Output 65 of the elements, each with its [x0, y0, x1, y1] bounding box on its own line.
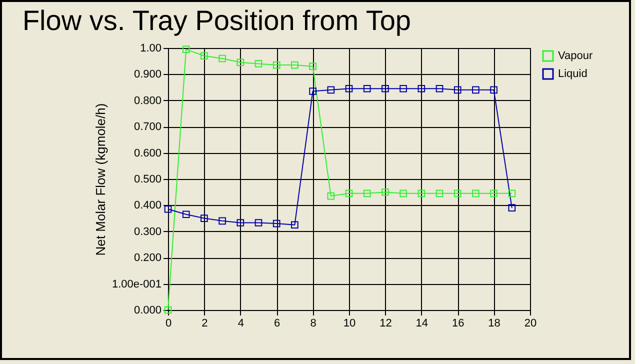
point: [436, 190, 444, 198]
point: [291, 61, 298, 69]
x-tick-label: 12: [380, 318, 392, 330]
point: [400, 84, 407, 92]
point: [309, 62, 316, 70]
point: [418, 190, 426, 198]
point: [508, 204, 516, 212]
y-tick-label: 0.600: [134, 147, 162, 160]
x-tick-label: 0: [165, 318, 172, 330]
point: [436, 84, 444, 92]
point: [200, 214, 208, 222]
x-tick-label: 2: [202, 318, 208, 330]
point: [363, 84, 371, 92]
point: [472, 190, 480, 198]
point: [490, 190, 498, 198]
x-tick-label: 16: [452, 318, 464, 330]
point: [309, 88, 316, 95]
x-tick-label: 14: [416, 318, 428, 330]
point: [363, 190, 371, 198]
point: [327, 86, 335, 94]
point: [218, 54, 226, 62]
point: [200, 52, 208, 60]
point: [382, 188, 389, 196]
y-tick-label: 0.200: [134, 252, 162, 264]
point: [291, 221, 298, 229]
point: [327, 192, 335, 200]
x-tick-label: 20: [524, 318, 537, 330]
y-tick-label: 0.000: [134, 304, 162, 316]
x-tick-label: 4: [238, 318, 244, 330]
y-tick-label: 1.00: [140, 42, 162, 54]
y-tick-label: 0.300: [134, 226, 162, 238]
y-tick-label: 1.00e-001: [112, 278, 162, 290]
y-tick-label: 0.900: [134, 68, 162, 81]
point: [236, 219, 244, 226]
y-tick-label: 0.500: [134, 174, 162, 186]
point: [182, 46, 190, 53]
point: [254, 219, 262, 226]
y-tick-label: 0.700: [134, 121, 162, 134]
point: [218, 217, 226, 225]
point: [454, 190, 462, 198]
point: [254, 60, 262, 68]
point: [418, 84, 426, 92]
x-tick-label: 6: [274, 318, 280, 330]
point: [400, 190, 407, 198]
point: [272, 220, 280, 228]
y-axis-title: Net Molar Flow (kgmole/h): [92, 103, 108, 256]
point: [508, 190, 516, 198]
y-tick-label: 0.400: [134, 200, 162, 212]
point: [490, 86, 498, 94]
y-tick-label: 0.800: [134, 94, 162, 107]
x-tick-label: 10: [343, 318, 356, 330]
point: [472, 86, 480, 94]
point: [382, 84, 389, 92]
point: [236, 58, 244, 66]
x-tick-label: 18: [488, 318, 500, 330]
point: [345, 190, 353, 198]
point: [454, 86, 462, 94]
x-tick-label: 8: [310, 318, 316, 330]
legend-label: Liquid: [558, 68, 588, 80]
point: [345, 84, 353, 92]
point: [164, 306, 172, 314]
legend-label: Vapour: [558, 50, 593, 62]
point: [272, 61, 280, 69]
point: [182, 210, 190, 218]
chart-title: Flow vs. Tray Position from Top: [22, 5, 411, 36]
